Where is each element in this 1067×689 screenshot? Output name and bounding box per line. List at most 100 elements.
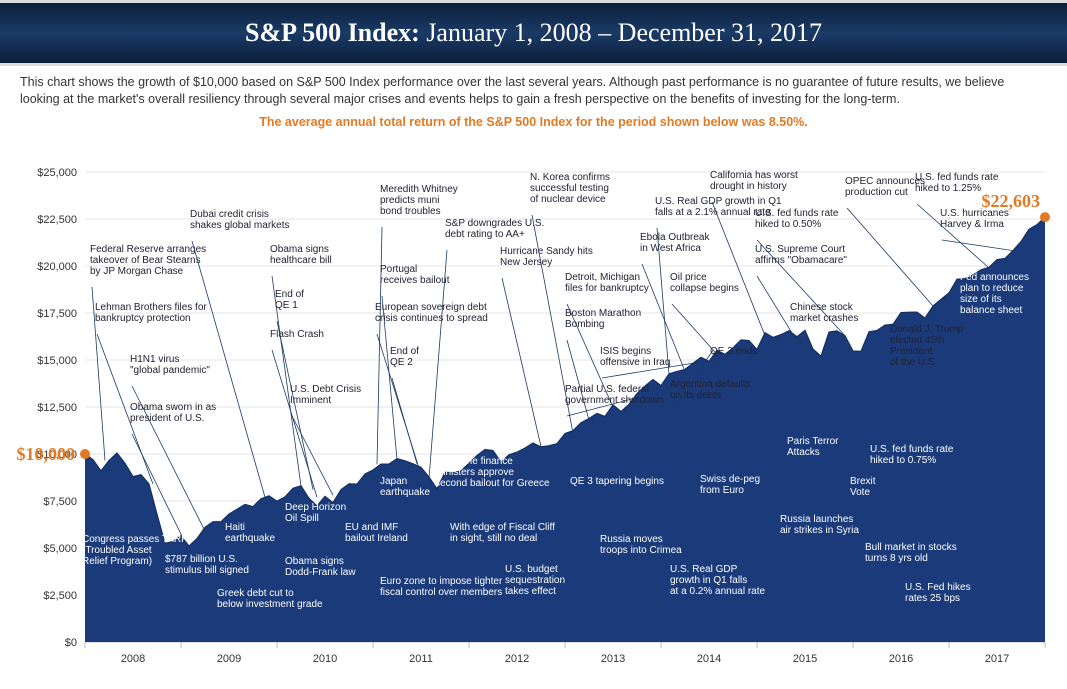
svg-text:earthquake: earthquake bbox=[380, 487, 430, 498]
svg-text:falls at a 2.1% annual rate: falls at a 2.1% annual rate bbox=[655, 207, 771, 218]
svg-text:Hurricane Sandy hits: Hurricane Sandy hits bbox=[500, 246, 593, 257]
svg-text:Haiti: Haiti bbox=[225, 522, 245, 533]
svg-text:market crashes: market crashes bbox=[790, 313, 858, 324]
svg-text:hiked to 0.75%: hiked to 0.75% bbox=[870, 455, 936, 466]
svg-text:turns 8 yrs old: turns 8 yrs old bbox=[865, 553, 928, 564]
svg-text:Obama signs: Obama signs bbox=[270, 244, 329, 255]
svg-text:below investment grade: below investment grade bbox=[217, 599, 323, 610]
svg-text:hiked to 0.50%: hiked to 0.50% bbox=[755, 219, 821, 230]
svg-text:Vote: Vote bbox=[850, 487, 870, 498]
svg-text:Oil price: Oil price bbox=[670, 272, 707, 283]
svg-text:offensive in Iraq: offensive in Iraq bbox=[600, 357, 670, 368]
svg-text:QE 2: QE 2 bbox=[390, 357, 413, 368]
svg-text:air strikes in Syria: air strikes in Syria bbox=[780, 525, 859, 536]
svg-text:takeover of Bear Stearns: takeover of Bear Stearns bbox=[90, 255, 201, 266]
svg-text:Euro zone to impose tighter: Euro zone to impose tighter bbox=[380, 576, 503, 587]
svg-text:ministers approve: ministers approve bbox=[435, 467, 514, 478]
svg-text:$15,000: $15,000 bbox=[37, 355, 77, 367]
svg-text:End of: End of bbox=[390, 346, 419, 357]
svg-text:at a 0.2% annual rate: at a 0.2% annual rate bbox=[670, 586, 766, 597]
svg-text:Harvey & Irma: Harvey & Irma bbox=[940, 219, 1004, 230]
svg-text:Portugal: Portugal bbox=[380, 264, 417, 275]
svg-text:Relief Program): Relief Program) bbox=[82, 556, 152, 567]
svg-text:by JP Morgan Chase: by JP Morgan Chase bbox=[90, 266, 184, 277]
svg-text:QE 3 ends: QE 3 ends bbox=[710, 346, 757, 357]
svg-text:president of U.S.: president of U.S. bbox=[130, 413, 204, 424]
svg-text:on its debts: on its debts bbox=[670, 390, 721, 401]
svg-text:debt rating to AA+: debt rating to AA+ bbox=[445, 229, 525, 240]
svg-text:U.S. budget: U.S. budget bbox=[505, 564, 558, 575]
svg-text:Deep Horizon: Deep Horizon bbox=[285, 502, 346, 513]
svg-text:collapse begins: collapse begins bbox=[670, 283, 739, 294]
svg-text:Eurozone finance: Eurozone finance bbox=[435, 456, 513, 467]
svg-text:OPEC announces: OPEC announces bbox=[845, 176, 925, 187]
svg-text:bankruptcy protection: bankruptcy protection bbox=[95, 313, 191, 324]
svg-text:in West Africa: in West Africa bbox=[640, 243, 701, 254]
svg-text:$2,500: $2,500 bbox=[43, 590, 77, 602]
svg-text:Boston Marathon: Boston Marathon bbox=[565, 308, 641, 319]
svg-text:(Troubled Asset: (Troubled Asset bbox=[82, 545, 152, 556]
svg-text:from Euro: from Euro bbox=[700, 485, 744, 496]
svg-text:European sovereign debt: European sovereign debt bbox=[375, 302, 487, 313]
svg-text:stimulus bill signed: stimulus bill signed bbox=[165, 565, 249, 576]
svg-text:ISIS begins: ISIS begins bbox=[600, 346, 651, 357]
svg-text:of the U.S.: of the U.S. bbox=[890, 357, 937, 368]
svg-text:Swiss de-peg: Swiss de-peg bbox=[700, 474, 760, 485]
svg-text:Meredith Whitney: Meredith Whitney bbox=[380, 184, 458, 195]
svg-text:in sight, still no deal: in sight, still no deal bbox=[450, 533, 537, 544]
svg-text:files for bankruptcy: files for bankruptcy bbox=[565, 283, 649, 294]
svg-text:2011: 2011 bbox=[409, 653, 433, 665]
svg-text:drought in history: drought in history bbox=[710, 181, 787, 192]
svg-text:End of: End of bbox=[275, 289, 304, 300]
svg-text:Chinese stock: Chinese stock bbox=[790, 302, 854, 313]
svg-text:2009: 2009 bbox=[217, 653, 241, 665]
svg-text:crisis continues to spread: crisis continues to spread bbox=[375, 313, 488, 324]
svg-text:H1N1 virus: H1N1 virus bbox=[130, 354, 179, 365]
svg-text:growth in Q1 falls: growth in Q1 falls bbox=[670, 575, 747, 586]
svg-text:of nuclear device: of nuclear device bbox=[530, 194, 606, 205]
svg-text:$10,000: $10,000 bbox=[17, 444, 76, 464]
svg-text:U.S. Debt Crisis: U.S. Debt Crisis bbox=[290, 384, 361, 395]
svg-text:Donald J. Trump: Donald J. Trump bbox=[890, 324, 964, 335]
svg-text:Russia launches: Russia launches bbox=[780, 514, 853, 525]
svg-text:U.S. hurricanes: U.S. hurricanes bbox=[940, 208, 1009, 219]
svg-text:Paris Terror: Paris Terror bbox=[787, 436, 839, 447]
svg-text:healthcare bill: healthcare bill bbox=[270, 255, 332, 266]
svg-text:Lehman Brothers files for: Lehman Brothers files for bbox=[95, 302, 207, 313]
svg-text:Dubai credit crisis: Dubai credit crisis bbox=[190, 209, 269, 220]
intro-paragraph: This chart shows the growth of $10,000 b… bbox=[20, 74, 1047, 108]
svg-text:size of its: size of its bbox=[960, 294, 1002, 305]
svg-text:$17,500: $17,500 bbox=[37, 308, 77, 320]
svg-text:fiscal control over members: fiscal control over members bbox=[380, 587, 502, 598]
svg-text:U.S. fed funds rate: U.S. fed funds rate bbox=[915, 172, 999, 183]
svg-text:Argentina defaults: Argentina defaults bbox=[670, 379, 751, 390]
svg-text:QE 1: QE 1 bbox=[275, 300, 298, 311]
svg-text:U.S. Fed hikes: U.S. Fed hikes bbox=[905, 582, 971, 593]
svg-text:$5,000: $5,000 bbox=[43, 543, 77, 555]
svg-text:plan to reduce: plan to reduce bbox=[960, 283, 1024, 294]
svg-text:Flash Crash: Flash Crash bbox=[270, 329, 324, 340]
page-header: S&P 500 Index: January 1, 2008 – Decembe… bbox=[0, 0, 1067, 66]
svg-text:2016: 2016 bbox=[889, 653, 913, 665]
intro-callout: The average annual total return of the S… bbox=[20, 114, 1047, 131]
svg-text:S&P downgrades U.S.: S&P downgrades U.S. bbox=[445, 218, 544, 229]
svg-text:New Jersey: New Jersey bbox=[500, 257, 552, 268]
svg-text:EU and IMF: EU and IMF bbox=[345, 522, 398, 533]
svg-text:U.S. Real GDP growth in Q1: U.S. Real GDP growth in Q1 bbox=[655, 196, 782, 207]
svg-text:Oil Spill: Oil Spill bbox=[285, 513, 319, 524]
svg-text:U.S. fed funds rate: U.S. fed funds rate bbox=[870, 444, 954, 455]
intro-block: This chart shows the growth of $10,000 b… bbox=[0, 66, 1067, 131]
svg-text:bond troubles: bond troubles bbox=[380, 206, 441, 217]
chart-container: $0$2,500$5,000$7,500$10,000$12,500$15,00… bbox=[10, 162, 1057, 682]
svg-text:$20,000: $20,000 bbox=[37, 261, 77, 273]
svg-text:$25,000: $25,000 bbox=[37, 167, 77, 179]
svg-text:balance sheet: balance sheet bbox=[960, 305, 1022, 316]
svg-text:predicts muni: predicts muni bbox=[380, 195, 439, 206]
svg-text:Detroit, Michigan: Detroit, Michigan bbox=[565, 272, 640, 283]
svg-text:$12,500: $12,500 bbox=[37, 402, 77, 414]
svg-text:Dodd-Frank law: Dodd-Frank law bbox=[285, 567, 356, 578]
svg-text:California has worst: California has worst bbox=[710, 170, 798, 181]
svg-text:troops into Crimea: troops into Crimea bbox=[600, 545, 682, 556]
svg-text:2010: 2010 bbox=[313, 653, 337, 665]
svg-text:2008: 2008 bbox=[121, 653, 145, 665]
